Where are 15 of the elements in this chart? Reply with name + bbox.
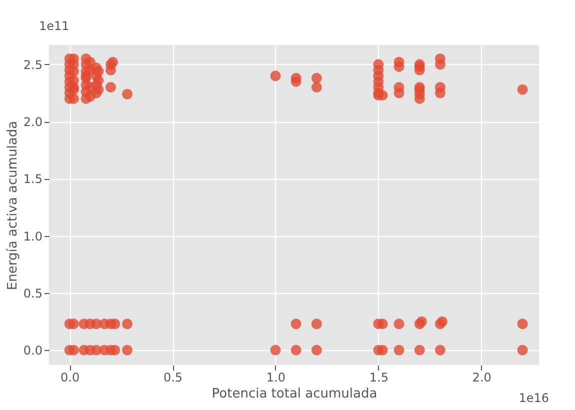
y-axis-title: Energía activa acumulada <box>5 120 20 290</box>
y-tick-label: 0.0 <box>23 344 42 358</box>
x-tick-label: 0.0 <box>60 370 80 384</box>
y-tick-label: 2.5 <box>23 58 42 72</box>
x-tick-label: 2.0 <box>472 370 492 384</box>
x-axis-title: Potencia total acumulada <box>212 386 378 402</box>
y-tick-label: 0.5 <box>23 286 42 300</box>
text: 1e11 <box>39 19 70 33</box>
y-tick-label: 1.5 <box>23 172 42 186</box>
x-tick-label: 0.5 <box>163 370 183 384</box>
x-tick-label: 1.0 <box>266 370 286 384</box>
text: 1e16 <box>518 391 549 405</box>
y-tick-label: 1.0 <box>23 229 42 244</box>
y-tick-label: 2.0 <box>23 115 42 130</box>
x-tick-label: 1.5 <box>369 370 388 384</box>
